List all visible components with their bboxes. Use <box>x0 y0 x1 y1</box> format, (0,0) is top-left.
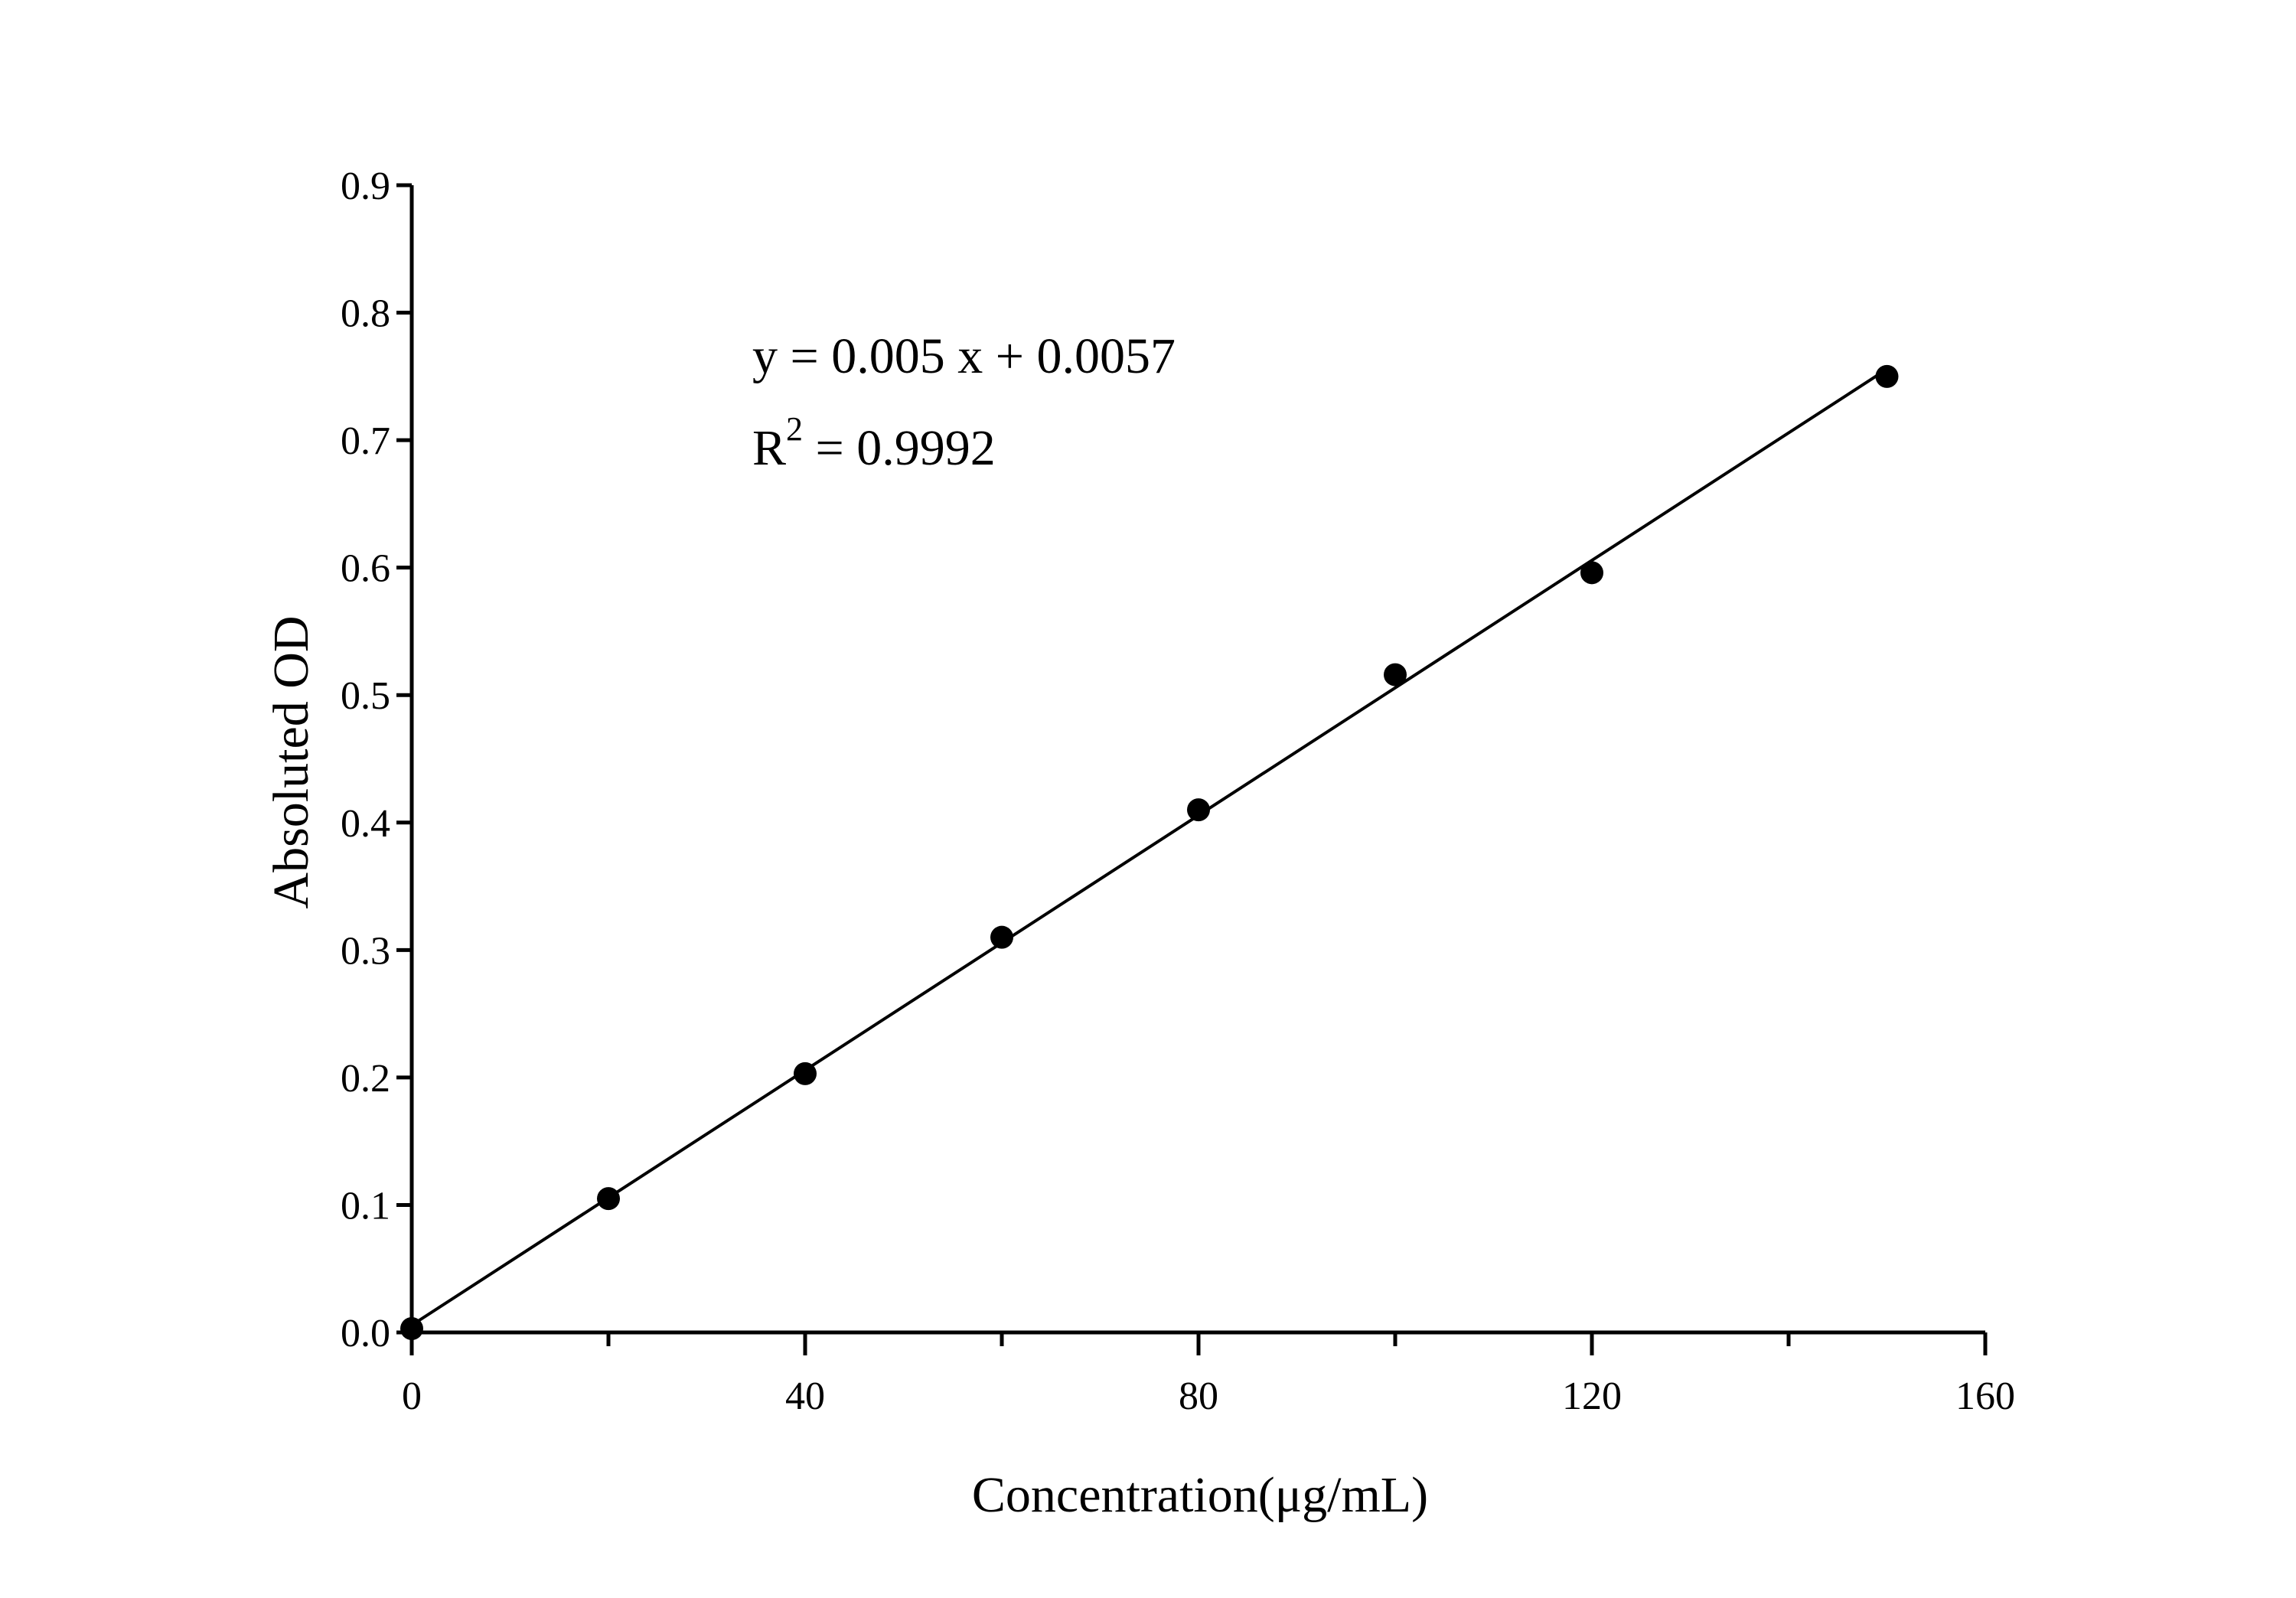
x-axis-label: Concentration(μg/mL) <box>972 1467 1428 1523</box>
axes: 0 40 80 120 160 0.0 0.1 0.2 0.3 0.4 0.5 0.6 0.7 0.8 0.… <box>341 165 2015 1418</box>
x-tick-label: 40 <box>785 1375 825 1418</box>
y-tick-label: 0.9 <box>341 165 390 208</box>
data-point <box>597 1187 620 1211</box>
y-tick-label: 0.2 <box>341 1057 390 1101</box>
x-tick-label: 120 <box>1562 1375 1622 1418</box>
y-tick-label: 0.8 <box>341 292 390 336</box>
y-tick-label: 0.4 <box>341 802 390 846</box>
r2-prefix: R <box>752 420 786 476</box>
data-point <box>1875 364 1899 388</box>
y-tick-label: 0.1 <box>341 1184 390 1228</box>
r2-value: = 0.9992 <box>803 420 996 476</box>
y-tick-label: 0.0 <box>341 1312 390 1355</box>
data-point <box>990 925 1013 949</box>
y-tick-label: 0.3 <box>341 929 390 973</box>
fit-line <box>410 367 1888 1327</box>
y-tick-label: 0.5 <box>341 674 390 718</box>
r-squared-label: R2 = 0.9992 <box>752 410 996 476</box>
data-points <box>400 364 1899 1341</box>
data-point <box>1580 561 1603 585</box>
x-tick-label: 80 <box>1179 1375 1218 1418</box>
x-tick-label: 0 <box>402 1375 422 1418</box>
y-tick-label: 0.7 <box>341 419 390 463</box>
data-point <box>400 1317 423 1341</box>
data-point <box>1384 663 1407 686</box>
data-point <box>1187 798 1210 822</box>
y-axis-label: Absoluted OD <box>263 615 319 908</box>
equation-label: y = 0.005 x + 0.0057 <box>752 328 1176 384</box>
data-point <box>794 1062 817 1085</box>
y-tick-label: 0.6 <box>341 547 390 591</box>
r2-superscript: 2 <box>786 410 803 448</box>
x-tick-label: 160 <box>1955 1375 2015 1418</box>
